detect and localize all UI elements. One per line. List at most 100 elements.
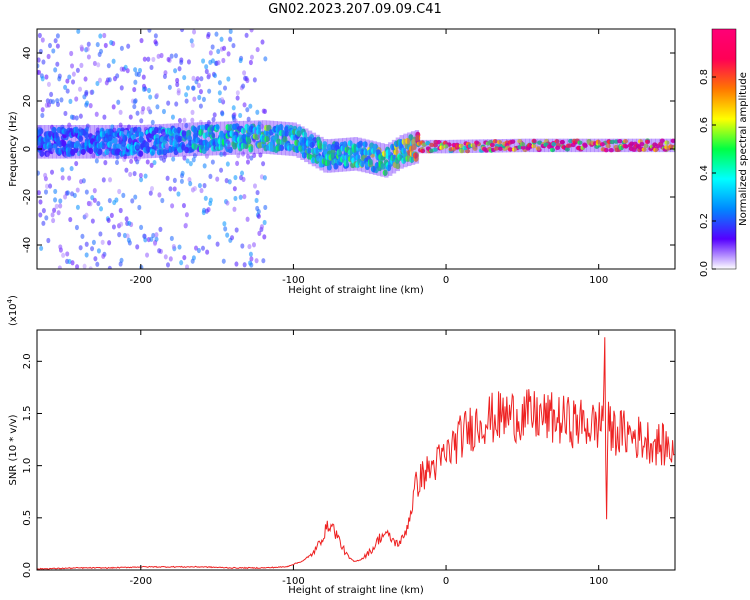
spectrogram-cell (182, 117, 187, 123)
spectrogram-cell (262, 175, 267, 181)
spectrogram-cell (177, 66, 182, 72)
spectrogram-cell (112, 199, 117, 206)
spectrogram-cell (114, 159, 119, 166)
spectrogram-cell (219, 151, 224, 157)
spectrogram-cell (138, 150, 144, 157)
spectrogram-cell (172, 186, 177, 192)
spectrogram-cell (166, 262, 171, 268)
spectrogram-cell (182, 254, 187, 261)
spectrogram-cell (210, 159, 215, 165)
spectrogram-cell (232, 186, 237, 192)
spectrogram-cell (301, 144, 307, 151)
spectrogram-cell (223, 226, 228, 232)
spectrogram-cell (157, 192, 162, 198)
spectrogram-cell (594, 138, 599, 153)
spectrogram-cell (329, 152, 335, 159)
spectrogram-cell (368, 140, 374, 175)
spectrogram-cell (664, 145, 670, 150)
spectrogram-cell (250, 120, 255, 155)
spectrogram-cell (74, 160, 79, 167)
spectrogram-cell (206, 31, 211, 38)
spectrogram-cell (563, 138, 568, 153)
y-tick-label: -40 (22, 237, 33, 253)
spectrogram-cell (511, 147, 517, 152)
spectrogram-cell (468, 139, 473, 153)
spectrogram-cell (208, 50, 213, 56)
spectrogram-cell (174, 123, 179, 129)
x-tick-label: -100 (282, 275, 305, 286)
spectrogram-cell (172, 177, 177, 183)
spectrogram-cell (298, 145, 304, 152)
spectrogram-cell (425, 140, 431, 146)
spectrogram-cell (261, 258, 266, 264)
spectrogram-cell (138, 67, 143, 74)
spectrogram-cell (403, 133, 408, 168)
spectrogram-cell (385, 149, 391, 156)
spectrogram-cell (458, 143, 464, 149)
spectrogram-cell (109, 40, 114, 46)
spectrogram-cell (365, 139, 370, 174)
spectrogram-cell (333, 163, 339, 170)
spectrogram-cell (273, 121, 278, 155)
spectrogram-cell (510, 139, 516, 144)
spectrogram-cell (148, 190, 153, 196)
spectrogram-cell (94, 125, 99, 159)
spectrogram-cell (112, 127, 117, 133)
spectrogram-cell (176, 136, 182, 143)
spectrogram-cell (170, 203, 175, 209)
spectrogram-cell (165, 175, 170, 181)
spectrogram-cell (104, 80, 109, 86)
spectrogram-x-label: Height of straight line (km) (288, 285, 424, 296)
spectrogram-cell (223, 121, 229, 156)
spectrogram-cell (61, 252, 66, 258)
spectrogram-cell (222, 151, 227, 157)
spectrogram-cell (231, 105, 236, 111)
spectrogram-cell (90, 218, 95, 224)
spectrogram-cell (37, 32, 42, 39)
spectrogram-cell (220, 96, 225, 103)
spectrogram-cell (391, 139, 397, 174)
spectrogram-cell (258, 152, 263, 158)
spectrogram-cell (241, 151, 246, 157)
spectrogram-cell (659, 138, 665, 143)
spectrogram-cell (112, 137, 118, 145)
spectrogram-cell (195, 76, 200, 82)
spectrogram-cell (254, 258, 259, 264)
spectrogram-cell (401, 147, 407, 154)
spectrogram-cell (551, 141, 557, 147)
spectrogram-cell (98, 33, 103, 39)
spectrogram-cell (93, 256, 98, 262)
spectrogram-cell (132, 99, 137, 105)
spectrogram-cell (521, 138, 526, 153)
spectrogram-cell (452, 139, 458, 154)
spectrogram-cell (201, 58, 206, 64)
spectrogram-cell (84, 91, 89, 97)
spectrogram-cell (436, 140, 442, 145)
spectrogram-cell (261, 161, 266, 167)
spectrogram-cell (552, 138, 557, 153)
spectrogram-cell (342, 141, 348, 148)
spectrogram-cell (133, 67, 138, 73)
spectrogram-cell (502, 138, 507, 153)
spectrogram-cell (199, 144, 204, 150)
spectrogram-cell (540, 138, 545, 153)
spectrogram-cell (531, 138, 537, 144)
spectrogram-cell (564, 147, 570, 152)
spectrogram-cell (84, 189, 89, 195)
spectrogram-cell (55, 43, 60, 49)
spectrogram-cell (276, 138, 282, 145)
spectrogram-cell (44, 125, 49, 159)
spectrogram-cell (86, 41, 91, 47)
spectrogram-cell (119, 45, 124, 51)
spectrogram-cell (191, 75, 196, 81)
spectrogram-cell (353, 137, 359, 171)
spectrogram-cell (248, 59, 253, 66)
spectrogram-cell (249, 256, 254, 262)
spectrogram-cell (568, 138, 574, 144)
spectrogram-cell (147, 124, 152, 159)
spectrogram-cell (37, 57, 41, 63)
spectrogram-cell (138, 136, 144, 143)
spectrogram-cell (60, 167, 65, 173)
spectrogram-cell (40, 37, 45, 43)
spectrogram-cell (219, 36, 224, 42)
